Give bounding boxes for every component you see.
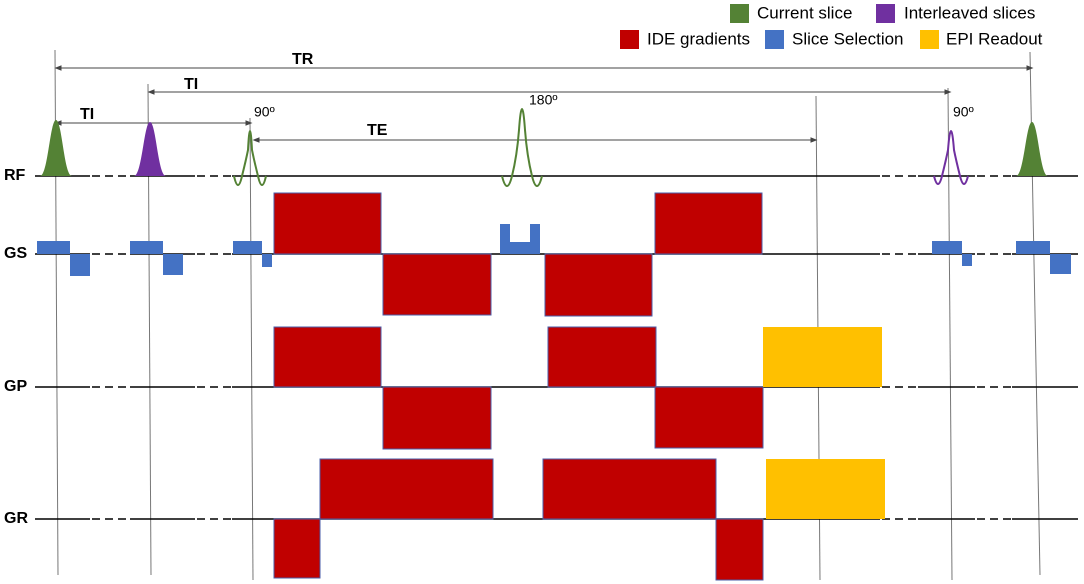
- interval-label: TI: [184, 76, 198, 93]
- pulse-label: 180º: [529, 92, 557, 108]
- legend-label: Interleaved slices: [904, 3, 1035, 22]
- intervals: TR TI TI TE: [54, 51, 1034, 143]
- pulse-label: 90º: [254, 104, 275, 120]
- legend-swatch: [876, 4, 895, 23]
- legend-swatch: [730, 4, 749, 23]
- legend-swatch: [620, 30, 639, 49]
- pulse-label: 90º: [953, 104, 974, 120]
- interval-label: TE: [367, 122, 388, 139]
- gradients: [37, 192, 1071, 581]
- axis-label: RF: [4, 167, 26, 184]
- legend-label: Current slice: [757, 3, 852, 22]
- interval-label: TI: [80, 106, 94, 123]
- axis-label: GR: [4, 510, 28, 527]
- legend: Current slice Interleaved slices IDE gra…: [620, 3, 1043, 49]
- legend-label: EPI Readout: [946, 29, 1043, 48]
- legend-label: Slice Selection: [792, 29, 904, 48]
- legend-swatch: [765, 30, 784, 49]
- axis-label: GS: [4, 245, 27, 262]
- legend-label: IDE gradients: [647, 29, 750, 48]
- axis-label: GP: [4, 378, 27, 395]
- rf-pulses: 90º 180º 90º: [40, 92, 1048, 187]
- legend-swatch: [920, 30, 939, 49]
- interval-label: TR: [292, 51, 314, 68]
